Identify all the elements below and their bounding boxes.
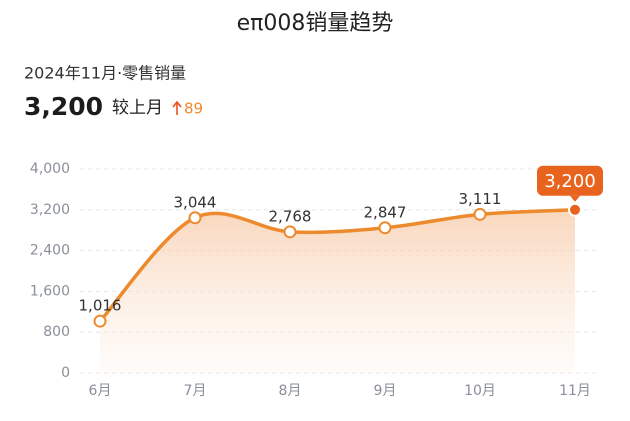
callout-pointer bbox=[570, 195, 580, 202]
value-label: 3,200 bbox=[544, 171, 596, 192]
current-value: 3,200 bbox=[24, 92, 103, 121]
point bbox=[378, 221, 392, 235]
y-tick-label: 2,400 bbox=[30, 243, 70, 259]
x-tick-label: 9月 bbox=[374, 383, 397, 399]
y-tick-label: 0 bbox=[61, 365, 70, 381]
x-tick-label: 6月 bbox=[89, 383, 112, 399]
value-label: 1,016 bbox=[79, 297, 122, 315]
point bbox=[93, 314, 107, 328]
callout-box bbox=[537, 165, 603, 196]
up-arrow bbox=[172, 100, 182, 115]
subtitle: 2024年11月·零售销量 bbox=[24, 64, 186, 83]
value-label: 3,111 bbox=[459, 190, 502, 208]
y-tick-label: 3,200 bbox=[30, 202, 70, 218]
y-tick-label: 4,000 bbox=[30, 161, 70, 177]
area bbox=[100, 209, 575, 373]
x-tick-label: 8月 bbox=[279, 383, 302, 399]
y-tick-label: 800 bbox=[43, 324, 70, 340]
y-tick-label: 1,600 bbox=[30, 283, 70, 299]
point bbox=[283, 225, 297, 239]
value-label: 3,044 bbox=[174, 193, 217, 211]
compare-label: 较上月 bbox=[112, 98, 163, 118]
value-label: 2,768 bbox=[269, 207, 312, 225]
x-tick-label: 7月 bbox=[184, 383, 207, 399]
chart-title: eπ008销量趋势 bbox=[237, 11, 394, 36]
callout: 3,200 bbox=[537, 165, 603, 202]
x-tick-label: 11月 bbox=[559, 383, 591, 399]
change-value: 89 bbox=[184, 100, 203, 118]
x-tick-label: 10月 bbox=[464, 383, 496, 399]
value-label: 2,847 bbox=[364, 203, 407, 221]
point bbox=[188, 211, 202, 225]
point bbox=[568, 202, 582, 217]
point bbox=[473, 207, 487, 221]
